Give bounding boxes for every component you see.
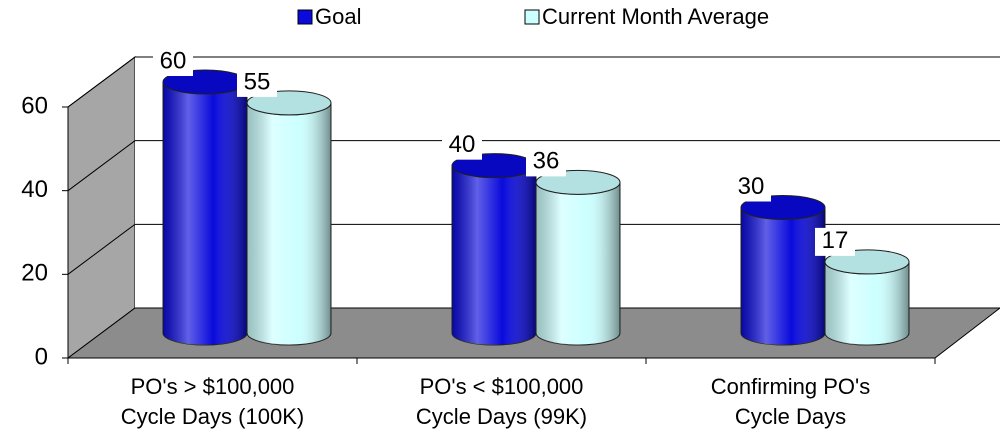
bar-shade — [247, 102, 331, 346]
value-label: 55 — [244, 68, 271, 95]
y-tick-label: 60 — [21, 92, 48, 119]
left-wall — [67, 56, 136, 359]
bar — [740, 195, 826, 346]
y-tick-label: 20 — [21, 260, 48, 287]
value-label-box — [153, 48, 193, 76]
grid-line — [67, 140, 1000, 192]
grid-line — [67, 223, 1000, 275]
bar — [246, 90, 332, 346]
x-tick-label: PO's < $100,000 — [420, 374, 584, 399]
value-label-box — [526, 148, 566, 177]
x-tick-label: Cycle Days (100K) — [121, 404, 304, 429]
value-label-box — [442, 131, 482, 160]
value-label: 60 — [160, 47, 187, 74]
grid-line — [67, 56, 1000, 108]
x-tick-label: Cycle Days (99K) — [416, 404, 587, 429]
y-tick-label: 40 — [21, 176, 48, 203]
legend-swatch — [524, 9, 540, 25]
value-label-box — [731, 173, 771, 202]
x-tick-label: Confirming PO's — [711, 374, 870, 399]
bar — [824, 249, 910, 346]
legend-swatch — [297, 9, 313, 25]
value-label-box — [815, 227, 855, 256]
bar — [535, 169, 621, 346]
value-label: 17 — [822, 227, 849, 254]
value-label: 40 — [449, 131, 476, 158]
legend-label: Current Month Average — [542, 4, 769, 29]
bar — [162, 69, 248, 346]
value-label: 30 — [738, 173, 765, 200]
legend-label: Goal — [315, 4, 361, 29]
value-label-box — [237, 68, 277, 97]
value-label: 36 — [533, 148, 560, 175]
x-tick-label: PO's > $100,000 — [131, 374, 295, 399]
bar-shade — [163, 82, 247, 345]
bar-shade — [536, 182, 620, 345]
bar-shade — [452, 165, 536, 345]
y-tick-label: 0 — [35, 343, 48, 370]
x-tick-label: Cycle Days — [735, 404, 846, 429]
bar-shade — [825, 261, 909, 345]
bar — [451, 153, 537, 346]
bar-shade — [741, 207, 825, 345]
